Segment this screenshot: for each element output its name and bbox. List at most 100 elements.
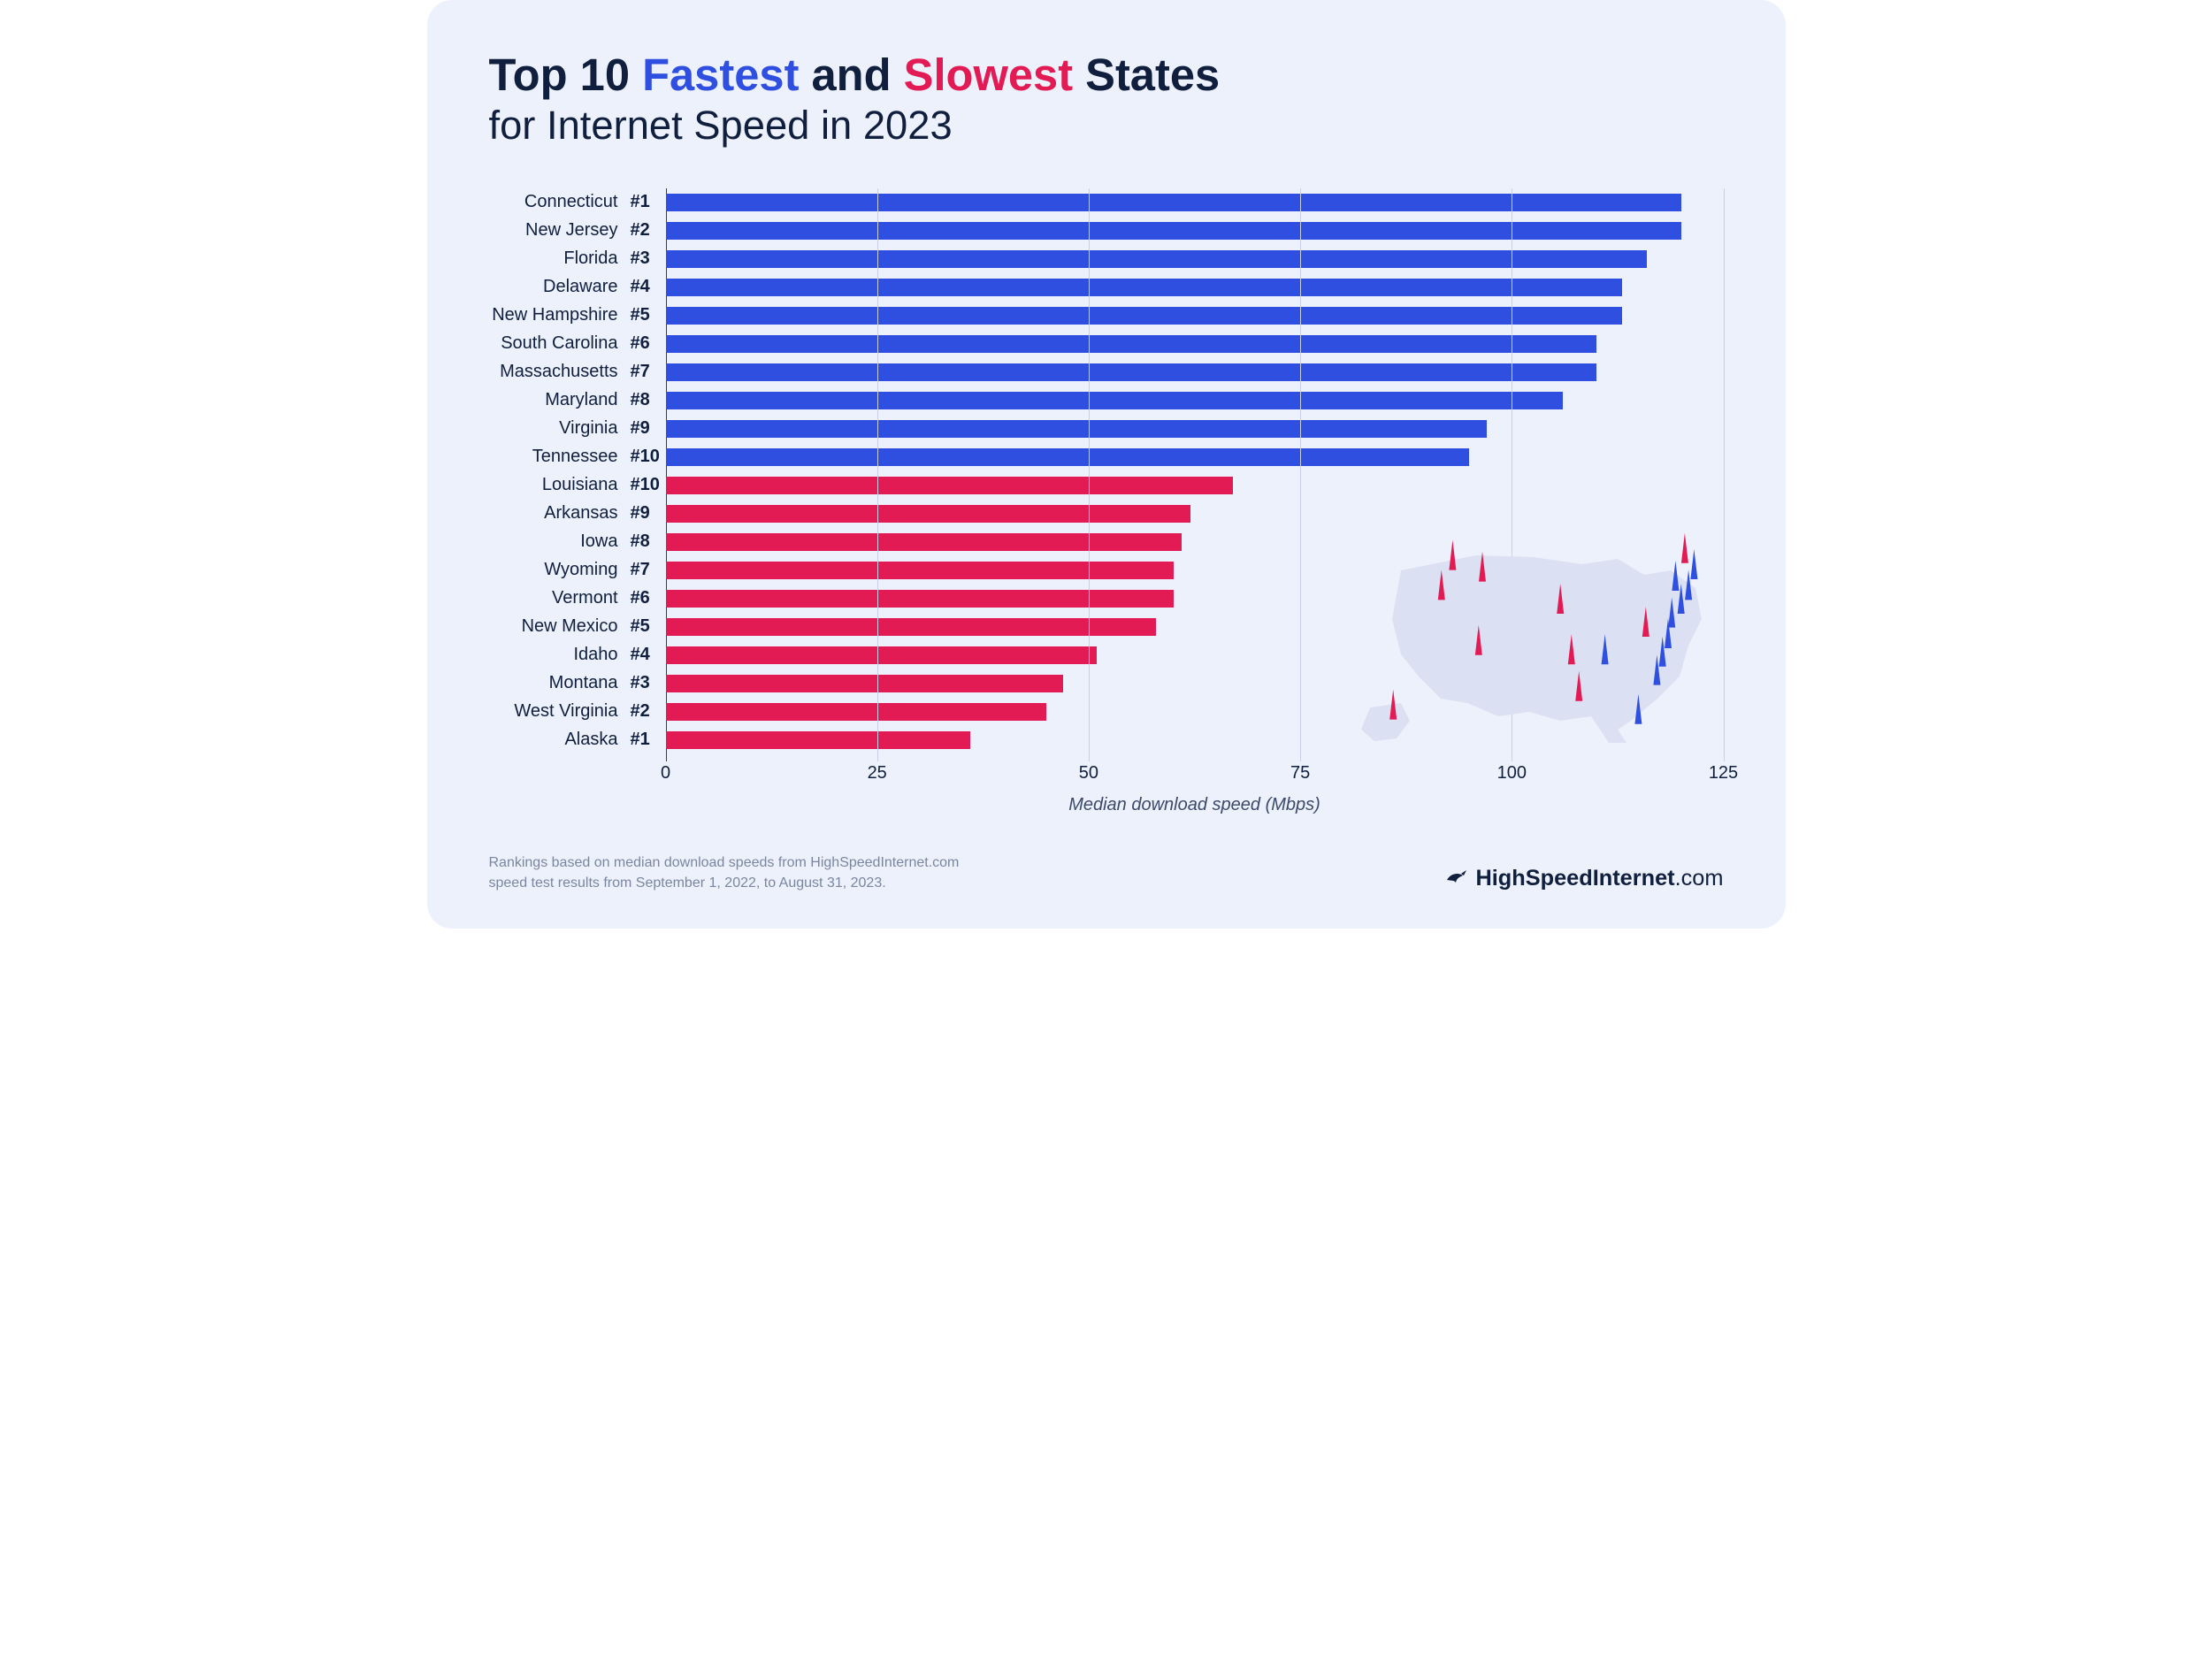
fastest-bar [666,307,1622,325]
bar-row [666,443,1724,471]
rank-label: #1 [631,192,666,212]
label-row: Virginia#9 [489,415,666,443]
slowest-bar [666,505,1190,523]
fastest-bar [666,420,1487,438]
bar-row [666,641,1724,669]
state-label: Tennessee [489,447,631,467]
rank-label: #2 [631,220,666,241]
grid-line [1089,188,1090,761]
label-row: Louisiana#10 [489,471,666,500]
rank-label: #8 [631,531,666,552]
bar-row [666,585,1724,613]
rank-label: #1 [631,730,666,750]
bar-row [666,217,1724,245]
bar-row [666,528,1724,556]
title-mid: and [799,50,903,100]
label-row: Vermont#6 [489,585,666,613]
grid-line [877,188,878,761]
bars-column: 0255075100125 Median download speed (Mbp… [666,188,1724,815]
footnote-line-1: Rankings based on median download speeds… [489,855,960,870]
label-row: Wyoming#7 [489,556,666,585]
fastest-bar [666,363,1596,381]
hummingbird-icon [1443,867,1468,891]
fastest-bar [666,279,1622,296]
state-label: Louisiana [489,475,631,495]
label-row: Montana#3 [489,669,666,698]
fastest-bar [666,222,1681,240]
rank-label: #7 [631,560,666,580]
state-label: South Carolina [489,333,631,354]
bar-row [666,302,1724,330]
state-label: New Mexico [489,616,631,637]
bar-row [666,415,1724,443]
label-row: Iowa#8 [489,528,666,556]
bar-row [666,613,1724,641]
bar-row [666,273,1724,302]
label-row: Delaware#4 [489,273,666,302]
label-row: Maryland#8 [489,386,666,415]
chart-area: Connecticut#1New Jersey#2Florida#3Delawa… [489,188,1724,815]
state-label: New Jersey [489,220,631,241]
label-row: Tennessee#10 [489,443,666,471]
slowest-bar [666,590,1174,608]
bar-row [666,386,1724,415]
rank-label: #6 [631,588,666,608]
x-tick-label: 50 [1079,763,1098,784]
rank-label: #2 [631,701,666,722]
fastest-bar [666,392,1563,409]
bar-row [666,188,1724,217]
state-label: Maryland [489,390,631,410]
brand-logo: HighSpeedInternet.com [1443,866,1723,891]
rank-label: #7 [631,362,666,382]
title-suffix: States [1073,50,1220,100]
rank-label: #5 [631,305,666,325]
logo-bold: HighSpeedInternet [1475,866,1674,891]
label-row: Alaska#1 [489,726,666,754]
rank-label: #4 [631,645,666,665]
slowest-bar [666,618,1157,636]
state-label: Alaska [489,730,631,750]
title-slowest-word: Slowest [904,50,1073,100]
x-tick-label: 125 [1709,763,1738,784]
label-row: South Carolina#6 [489,330,666,358]
title-fastest-word: Fastest [642,50,799,100]
grid-line [1724,188,1725,761]
state-label: Massachusetts [489,362,631,382]
rank-label: #6 [631,333,666,354]
bar-row [666,556,1724,585]
state-label: Montana [489,673,631,693]
rank-label: #10 [631,475,666,495]
rank-label: #5 [631,616,666,637]
state-label: New Hampshire [489,305,631,325]
x-tick-label: 0 [661,763,670,784]
rank-label: #9 [631,503,666,524]
x-ticks: 0255075100125 [666,763,1724,790]
rank-label: #8 [631,390,666,410]
fastest-bar [666,335,1596,353]
plot-area [666,188,1724,754]
rank-label: #3 [631,248,666,269]
label-row: Florida#3 [489,245,666,273]
state-label: Virginia [489,418,631,439]
slowest-bar [666,477,1233,494]
label-row: New Hampshire#5 [489,302,666,330]
fastest-bar [666,194,1681,211]
logo-thin: .com [1675,866,1724,891]
labels-column: Connecticut#1New Jersey#2Florida#3Delawa… [489,188,666,815]
bar-row [666,726,1724,754]
bar-row [666,698,1724,726]
state-label: Arkansas [489,503,631,524]
slowest-bar [666,646,1098,664]
state-label: Delaware [489,277,631,297]
x-tick-label: 75 [1290,763,1310,784]
bar-row [666,500,1724,528]
x-tick-label: 25 [868,763,887,784]
bar-row [666,471,1724,500]
state-label: Vermont [489,588,631,608]
state-label: West Virginia [489,701,631,722]
bar-row [666,669,1724,698]
state-label: Idaho [489,645,631,665]
rank-label: #4 [631,277,666,297]
slowest-bar [666,533,1183,551]
x-axis-label: Median download speed (Mbps) [666,795,1724,815]
